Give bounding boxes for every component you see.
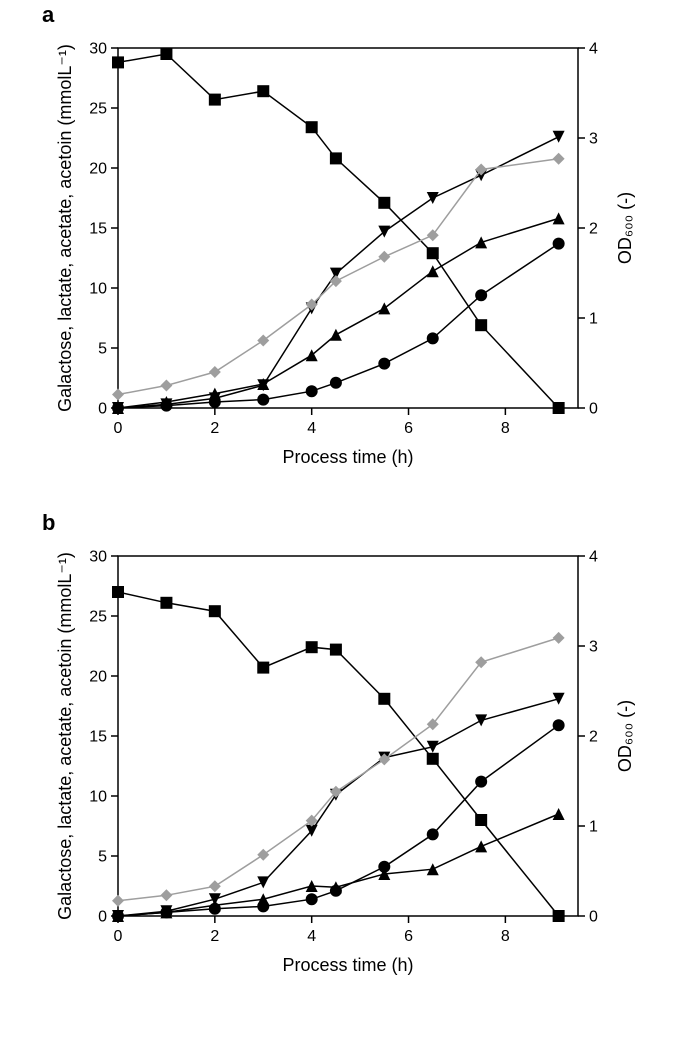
y-left-axis-label: Galactose, lactate, acetate, acetoin (mm…: [55, 552, 75, 920]
plot-frame: [118, 556, 578, 916]
y-right-tick-label: 3: [589, 639, 598, 656]
x-tick-label: 6: [404, 420, 413, 437]
y-left-tick-label: 20: [89, 161, 107, 178]
figure-svg: 02468Process time (h)051015202530Galacto…: [0, 0, 685, 1052]
y-left-tick-label: 5: [98, 341, 107, 358]
y-right-tick-label: 0: [589, 401, 598, 418]
y-right-tick-label: 1: [589, 311, 598, 328]
y-right-tick-label: 4: [589, 549, 598, 566]
series-markers-galactose: [112, 48, 565, 414]
x-axis-label: Process time (h): [282, 955, 413, 975]
x-tick-label: 2: [210, 928, 219, 945]
series-line-galactose: [118, 54, 559, 408]
x-axis-label: Process time (h): [282, 447, 413, 467]
y-left-tick-label: 10: [89, 789, 107, 806]
y-left-tick-label: 30: [89, 41, 107, 58]
panel-a-label: a: [42, 2, 54, 28]
y-left-tick-label: 0: [98, 401, 107, 418]
series-line-galactose: [118, 592, 559, 916]
y-right-axis-label: OD₆₀₀ (-): [615, 192, 635, 264]
x-tick-label: 8: [501, 928, 510, 945]
y-left-axis-label: Galactose, lactate, acetate, acetoin (mm…: [55, 44, 75, 412]
series-line-od600: [118, 638, 559, 901]
y-right-tick-label: 2: [589, 221, 598, 238]
y-left-tick-label: 20: [89, 669, 107, 686]
y-right-tick-label: 1: [589, 819, 598, 836]
y-left-tick-label: 15: [89, 729, 107, 746]
series-markers-od600: [112, 153, 565, 401]
series-markers-od600: [112, 632, 565, 907]
figure: a b 02468Process time (h)051015202530Gal…: [0, 0, 685, 1052]
y-right-tick-label: 4: [589, 41, 598, 58]
series-markers-galactose: [112, 586, 565, 922]
series-markers-lactate: [112, 131, 565, 414]
y-right-tick-label: 0: [589, 909, 598, 926]
series-markers-acetoin: [112, 719, 565, 922]
y-right-axis-label: OD₆₀₀ (-): [615, 700, 635, 772]
y-right-tick-label: 3: [589, 131, 598, 148]
x-tick-label: 0: [114, 928, 123, 945]
series-markers-acetoin: [112, 238, 565, 414]
x-tick-label: 4: [307, 928, 316, 945]
series-line-lactate: [118, 699, 559, 916]
panel-b-label: b: [42, 510, 55, 536]
x-tick-label: 6: [404, 928, 413, 945]
y-left-tick-label: 5: [98, 849, 107, 866]
series-line-od600: [118, 159, 559, 395]
y-left-tick-label: 15: [89, 221, 107, 238]
y-left-tick-label: 25: [89, 609, 107, 626]
y-right-tick-label: 2: [589, 729, 598, 746]
series-markers-acetate: [112, 808, 565, 922]
y-left-tick-label: 30: [89, 549, 107, 566]
x-tick-label: 8: [501, 420, 510, 437]
x-tick-label: 0: [114, 420, 123, 437]
x-tick-label: 4: [307, 420, 316, 437]
y-left-tick-label: 0: [98, 909, 107, 926]
series-line-acetate: [118, 814, 559, 916]
y-left-tick-label: 10: [89, 281, 107, 298]
x-tick-label: 2: [210, 420, 219, 437]
y-left-tick-label: 25: [89, 101, 107, 118]
